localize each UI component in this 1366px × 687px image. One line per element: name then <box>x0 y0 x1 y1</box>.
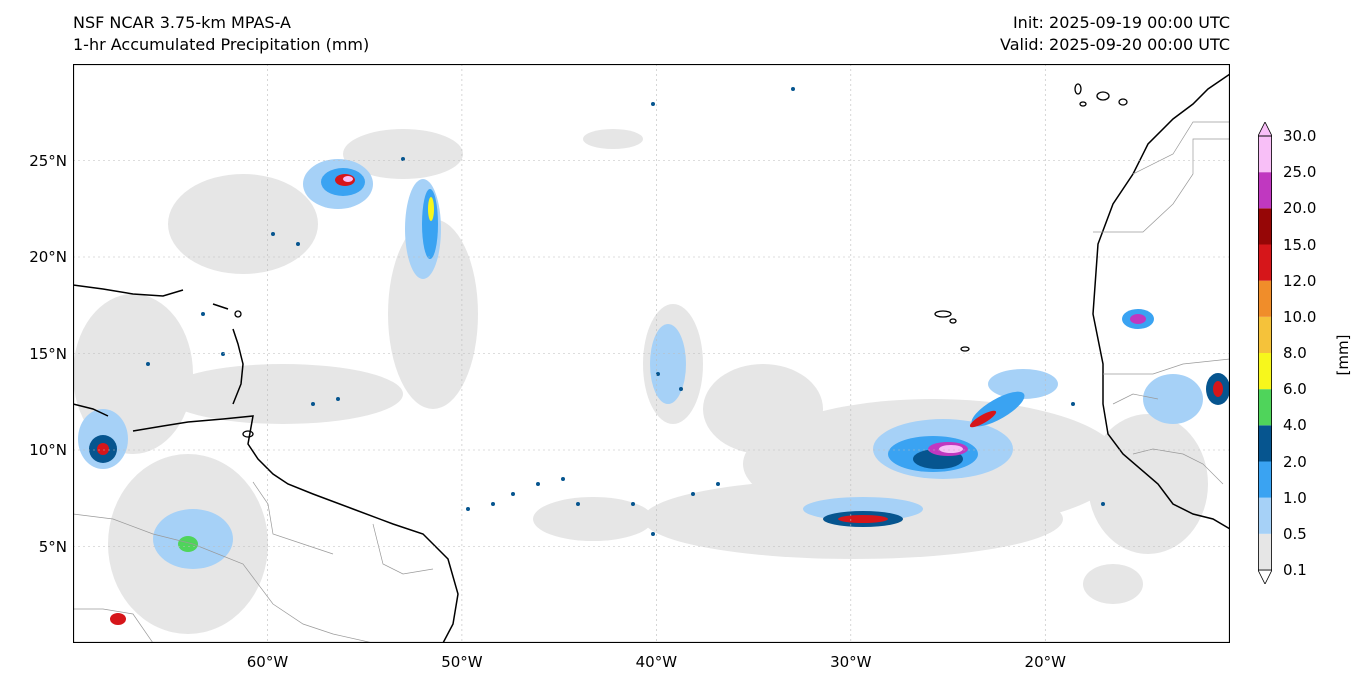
colorbar-level-label: 12.0 <box>1283 271 1317 290</box>
lon-tick-label: 40°W <box>635 653 678 671</box>
heavy-precip-areas <box>89 168 1230 527</box>
colorbar-bin <box>1258 208 1272 245</box>
colorbar-unit: [mm] <box>1334 334 1352 376</box>
coastlines <box>73 73 1230 643</box>
country-borders <box>73 121 1230 643</box>
header-left: NSF NCAR 3.75-km MPAS-A 1-hr Accumulated… <box>73 12 369 56</box>
field-title: 1-hr Accumulated Precipitation (mm) <box>73 35 370 54</box>
lon-tick-label: 50°W <box>441 653 483 671</box>
precip-map <box>73 64 1230 643</box>
colorbar-level-label: 25.0 <box>1283 163 1317 182</box>
colorbar-level-label: 20.0 <box>1283 199 1317 218</box>
colorbar-level-label: 1.0 <box>1283 488 1307 507</box>
colorbar-level-label: 8.0 <box>1283 344 1307 362</box>
colorbar-bin <box>1258 172 1272 209</box>
lat-tick-label: 5°N <box>38 537 67 556</box>
colorbar-level-label: 15.0 <box>1283 235 1317 254</box>
model-title: NSF NCAR 3.75-km MPAS-A <box>73 13 291 32</box>
gridlines <box>73 64 1230 643</box>
colorbar-level-label: 4.0 <box>1283 416 1307 435</box>
valid-time: Valid: 2025-09-20 00:00 UTC <box>999 35 1230 54</box>
colorbar-level-label: 0.1 <box>1283 561 1307 579</box>
colorbar-bin <box>1258 244 1272 281</box>
map-frame-border <box>73 64 1230 643</box>
colorbar-level-label: 6.0 <box>1283 380 1307 399</box>
lon-tick-label: 30°W <box>830 653 872 671</box>
colorbar-bin <box>1258 533 1272 570</box>
colorbar-level-label: 2.0 <box>1283 452 1307 471</box>
colorbar-frame <box>1258 135 1272 571</box>
colorbar-bin <box>1258 461 1272 498</box>
intense-precip-cores <box>97 174 1223 625</box>
colorbar-level-label: 30.0 <box>1283 127 1317 145</box>
islands <box>234 83 1128 438</box>
colorbar-bin <box>1258 136 1272 173</box>
colorbar-level-label: 0.5 <box>1283 524 1307 543</box>
init-time: Init: 2025-09-19 00:00 UTC <box>1012 13 1230 32</box>
colorbar-level-label: 10.0 <box>1283 307 1317 326</box>
lat-tick-label: 20°N <box>29 248 67 266</box>
scattered-cells <box>146 87 1105 536</box>
colorbar-extend-low <box>1258 569 1272 584</box>
lon-tick-label: 20°W <box>1024 653 1066 671</box>
colorbar-bin <box>1258 280 1272 317</box>
map-panel <box>73 64 1230 643</box>
colorbar-bin <box>1258 316 1272 353</box>
lat-tick-label: 10°N <box>29 441 67 459</box>
colorbar-bin <box>1258 497 1272 534</box>
lat-tick-label: 25°N <box>29 151 67 170</box>
colorbar-bin <box>1258 389 1272 426</box>
lat-tick-label: 15°N <box>29 344 67 363</box>
colorbar-bin <box>1258 425 1272 462</box>
lon-tick-label: 60°W <box>246 653 289 671</box>
colorbar-extend-high <box>1258 122 1272 137</box>
header-right: Init: 2025-09-19 00:00 UTC Valid: 2025-0… <box>830 12 1230 56</box>
colorbar-bin <box>1258 353 1272 390</box>
colorbar <box>1258 122 1272 584</box>
